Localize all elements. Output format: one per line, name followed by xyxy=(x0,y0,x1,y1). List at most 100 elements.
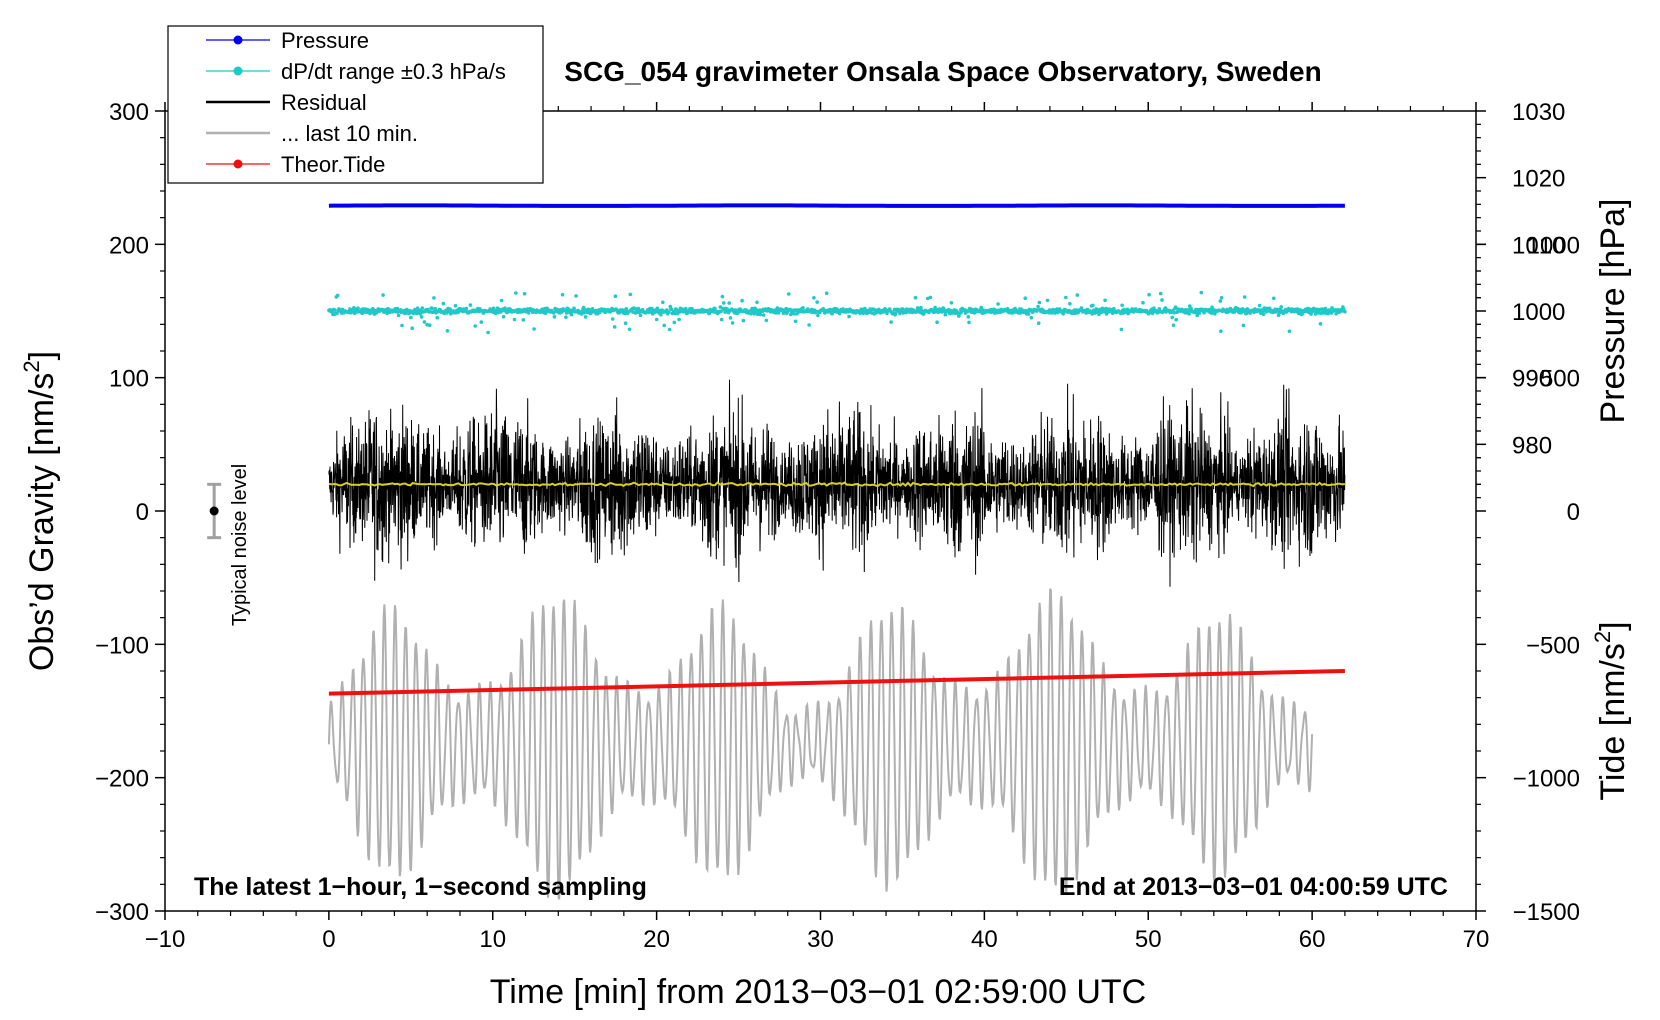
dpdt-point xyxy=(638,313,643,318)
dpdt-point xyxy=(754,308,759,312)
dpdt-point xyxy=(722,301,726,305)
x-tick-label: 60 xyxy=(1299,926,1326,953)
dpdt-point xyxy=(425,322,429,327)
dpdt-point xyxy=(1160,298,1164,302)
series-pressure xyxy=(328,203,1345,208)
dpdt-point xyxy=(1120,303,1124,308)
dpdt-point xyxy=(420,306,425,310)
dpdt-point xyxy=(730,321,735,325)
dpdt-point xyxy=(761,313,766,317)
dpdt-point xyxy=(396,313,401,318)
annotation-right: End at 2013−03−01 04:00:59 UTC xyxy=(1059,873,1448,901)
dpdt-point xyxy=(486,330,490,335)
dpdt-point xyxy=(428,323,432,328)
dpdt-point xyxy=(1300,312,1304,316)
legend-item: Residual xyxy=(206,90,367,115)
dpdt-point xyxy=(1079,306,1084,310)
dpdt-point xyxy=(965,309,970,314)
dpdt-point xyxy=(758,312,763,317)
series-dpdt xyxy=(327,290,1347,335)
pressure-axis-title: Pressure [hPa] xyxy=(1594,199,1632,424)
dpdt-point xyxy=(1295,307,1300,311)
dpdt-point xyxy=(801,306,805,310)
dpdt-point xyxy=(410,326,415,331)
dpdt-point xyxy=(435,315,440,320)
dpdt-point xyxy=(816,313,820,318)
y-tick-label: 100 xyxy=(109,366,149,393)
noise-center-dot xyxy=(209,506,219,516)
dpdt-point xyxy=(1172,310,1176,315)
dpdt-point xyxy=(413,307,417,312)
dpdt-point xyxy=(1195,313,1199,318)
dpdt-point xyxy=(1236,306,1240,311)
dpdt-point xyxy=(720,294,725,299)
dpdt-point xyxy=(824,291,829,296)
dpdt-point xyxy=(812,296,816,300)
dpdt-point xyxy=(935,320,939,325)
dpdt-point xyxy=(574,294,578,298)
series-layer xyxy=(327,203,1347,900)
series-residual xyxy=(328,379,1346,587)
x-axis-title: Time [min] from 2013−03−01 02:59:00 UTC xyxy=(490,973,1146,1011)
dpdt-point xyxy=(764,318,769,323)
legend-item: Theor.Tide xyxy=(206,152,385,177)
dpdt-point xyxy=(430,306,434,311)
dpdt-point xyxy=(445,329,450,333)
dpdt-point xyxy=(847,314,851,319)
tide-axis-title-main: Tide [nm/s xyxy=(1594,643,1632,800)
noise-level-label: Typical noise level xyxy=(229,464,251,626)
legend-label: Theor.Tide xyxy=(281,152,385,177)
tide-tick-label: 1000 xyxy=(1527,232,1580,259)
dpdt-point xyxy=(479,320,484,324)
dpdt-point xyxy=(572,306,576,311)
dpdt-point xyxy=(1241,323,1246,328)
y-tick-label: −200 xyxy=(95,766,149,793)
x-tick-label: 10 xyxy=(479,926,506,953)
dpdt-point xyxy=(1157,307,1162,311)
dpdt-point xyxy=(789,312,793,317)
tide-tick-label: −1500 xyxy=(1513,899,1580,926)
y-tick-label: 300 xyxy=(109,99,149,126)
y-tick-label: −100 xyxy=(95,632,149,659)
dpdt-point xyxy=(1170,315,1174,320)
dpdt-point xyxy=(564,315,568,320)
dpdt-point xyxy=(333,308,337,312)
annotation-left: The latest 1−hour, 1−second sampling xyxy=(194,873,647,901)
dpdt-point xyxy=(1217,308,1222,313)
dpdt-point xyxy=(473,324,478,328)
y-tick-label: −300 xyxy=(95,899,149,926)
dpdt-point xyxy=(949,301,954,305)
dpdt-point xyxy=(979,305,983,310)
dpdt-point xyxy=(1102,309,1107,314)
dpdt-point xyxy=(1103,298,1107,303)
dpdt-point xyxy=(996,302,1000,306)
dpdt-point xyxy=(1141,300,1145,305)
chart-title: SCG_054 gravimeter Onsala Space Observat… xyxy=(564,56,1321,87)
legend-item: dP/dt range ±0.3 hPa/s xyxy=(206,59,506,84)
dpdt-point xyxy=(889,320,893,324)
dpdt-point xyxy=(919,305,923,310)
dpdt-point xyxy=(385,311,389,316)
dpdt-point xyxy=(719,309,723,314)
legend-swatch-dot xyxy=(233,159,243,169)
text-layer: −10 0 10 20 30 40 50 60 70−300−200−1000100200300… xyxy=(19,56,1632,1011)
dpdt-point xyxy=(400,323,404,328)
dpdt-point xyxy=(422,320,427,324)
legend: Pressure dP/dt range ±0.3 hPa/s Residual..… xyxy=(167,25,544,184)
dpdt-point xyxy=(419,315,424,319)
x-tick-label: 30 xyxy=(807,926,834,953)
series-residual-mean xyxy=(328,481,1346,488)
dpdt-point xyxy=(1073,311,1078,316)
dpdt-point xyxy=(569,312,574,317)
pressure-tick-label: 1010 xyxy=(1512,232,1565,259)
series-theor-tide xyxy=(328,669,1345,696)
dpdt-point xyxy=(1075,293,1080,297)
dpdt-point xyxy=(1174,317,1178,322)
dpdt-point xyxy=(677,317,681,322)
legend-label: Pressure xyxy=(281,28,369,53)
dpdt-point xyxy=(667,310,671,314)
x-tick-label: 40 xyxy=(971,926,998,953)
dpdt-point xyxy=(667,327,672,332)
legend-box xyxy=(167,25,544,184)
tide-tick-label: 500 xyxy=(1540,366,1580,393)
